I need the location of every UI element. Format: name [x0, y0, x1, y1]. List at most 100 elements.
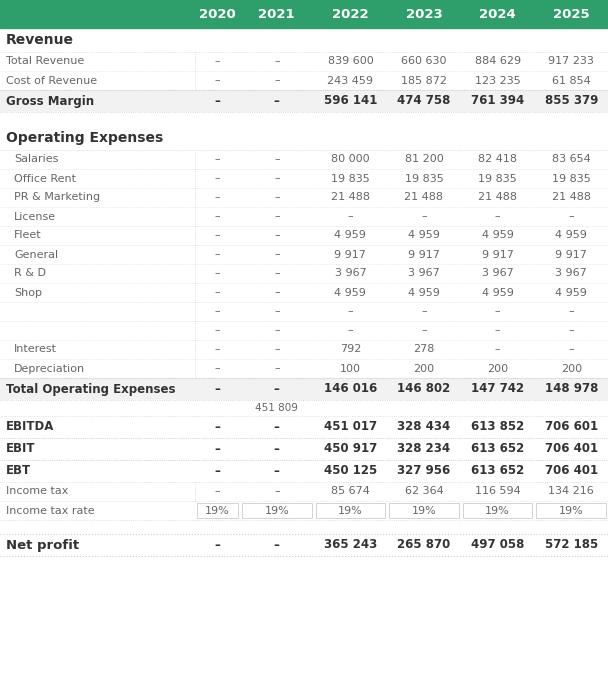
Text: 4 959: 4 959	[555, 287, 587, 297]
Text: –: –	[495, 345, 500, 354]
Text: 839 600: 839 600	[328, 56, 373, 67]
Bar	[0, 169, 608, 188]
Text: –: –	[274, 155, 280, 164]
Bar	[0, 126, 608, 150]
Text: 2024: 2024	[479, 8, 516, 20]
Bar	[0, 28, 608, 52]
Text: –: –	[215, 539, 221, 551]
Text: –: –	[274, 230, 280, 241]
Text: 474 758: 474 758	[397, 95, 451, 107]
Bar	[0, 534, 608, 556]
Text: 596 141: 596 141	[323, 95, 377, 107]
Text: –: –	[568, 326, 574, 335]
Text: 61 854: 61 854	[552, 75, 590, 86]
Text: 613 652: 613 652	[471, 443, 524, 455]
Text: –: –	[348, 306, 353, 317]
Text: –: –	[215, 420, 221, 434]
Text: 148 978: 148 978	[545, 383, 598, 395]
Text: 706 401: 706 401	[545, 443, 598, 455]
Text: 21 488: 21 488	[331, 193, 370, 203]
Text: –: –	[215, 443, 221, 455]
Text: 613 852: 613 852	[471, 420, 524, 434]
Text: 82 418: 82 418	[478, 155, 517, 164]
Text: –: –	[495, 306, 500, 317]
Text: –: –	[348, 212, 353, 221]
Text: 706 601: 706 601	[545, 420, 598, 434]
Text: 3 967: 3 967	[408, 269, 440, 278]
Text: 200: 200	[561, 363, 582, 374]
Text: 19%: 19%	[264, 505, 289, 516]
Text: –: –	[274, 443, 280, 455]
Text: –: –	[274, 345, 280, 354]
Text: –: –	[215, 56, 220, 67]
Text: –: –	[274, 193, 280, 203]
Text: –: –	[215, 326, 220, 335]
Text: –: –	[215, 249, 220, 260]
Text: –: –	[274, 363, 280, 374]
Text: Cost of Revenue: Cost of Revenue	[6, 75, 97, 86]
Bar	[0, 400, 608, 416]
Bar	[0, 0, 608, 28]
Text: 134 216: 134 216	[548, 487, 594, 496]
Text: 2021: 2021	[258, 8, 295, 20]
Text: 4 959: 4 959	[408, 287, 440, 297]
Text: –: –	[274, 464, 280, 477]
Text: –: –	[215, 487, 220, 496]
Text: 328 234: 328 234	[398, 443, 451, 455]
Text: –: –	[215, 464, 221, 477]
Bar	[0, 207, 608, 226]
Text: –: –	[274, 173, 280, 184]
Bar	[0, 226, 608, 245]
Text: Net profit: Net profit	[6, 539, 79, 551]
Text: 706 401: 706 401	[545, 464, 598, 477]
Text: –: –	[215, 383, 221, 395]
Text: 19 835: 19 835	[331, 173, 370, 184]
Text: 761 394: 761 394	[471, 95, 524, 107]
Text: –: –	[274, 383, 280, 395]
Text: 4 959: 4 959	[482, 230, 514, 241]
Bar	[0, 283, 608, 302]
Text: 147 742: 147 742	[471, 383, 524, 395]
Bar	[0, 359, 608, 378]
Text: –: –	[274, 306, 280, 317]
Text: Shop: Shop	[14, 287, 42, 297]
Text: License: License	[14, 212, 56, 221]
Text: Fleet: Fleet	[14, 230, 41, 241]
Bar	[0, 438, 608, 460]
Bar	[316, 503, 385, 518]
Text: 21 488: 21 488	[478, 193, 517, 203]
Text: 451 809: 451 809	[255, 403, 299, 413]
Bar	[0, 245, 608, 264]
Text: Depreciation: Depreciation	[14, 363, 85, 374]
Text: –: –	[421, 212, 427, 221]
Text: 85 674: 85 674	[331, 487, 370, 496]
Text: 19%: 19%	[412, 505, 437, 516]
Text: 613 652: 613 652	[471, 464, 524, 477]
Text: –: –	[274, 287, 280, 297]
Text: Income tax: Income tax	[6, 487, 68, 496]
Bar	[0, 52, 608, 71]
Text: –: –	[274, 420, 280, 434]
Text: 62 364: 62 364	[405, 487, 443, 496]
Bar	[0, 264, 608, 283]
Text: 81 200: 81 200	[405, 155, 443, 164]
Text: 2022: 2022	[332, 8, 368, 20]
Text: –: –	[215, 193, 220, 203]
Text: 19%: 19%	[338, 505, 363, 516]
Text: –: –	[421, 306, 427, 317]
Text: 792: 792	[340, 345, 361, 354]
Text: –: –	[274, 539, 280, 551]
Text: 451 017: 451 017	[324, 420, 377, 434]
Text: 200: 200	[413, 363, 435, 374]
Text: 21 488: 21 488	[551, 193, 591, 203]
Text: –: –	[215, 363, 220, 374]
Text: 265 870: 265 870	[398, 539, 451, 551]
Text: Total Operating Expenses: Total Operating Expenses	[6, 383, 176, 395]
Text: –: –	[215, 345, 220, 354]
Text: 4 959: 4 959	[334, 230, 367, 241]
Text: 100: 100	[340, 363, 361, 374]
Text: –: –	[215, 75, 220, 86]
Text: 19%: 19%	[485, 505, 510, 516]
Text: –: –	[274, 326, 280, 335]
Text: Gross Margin: Gross Margin	[6, 95, 94, 107]
